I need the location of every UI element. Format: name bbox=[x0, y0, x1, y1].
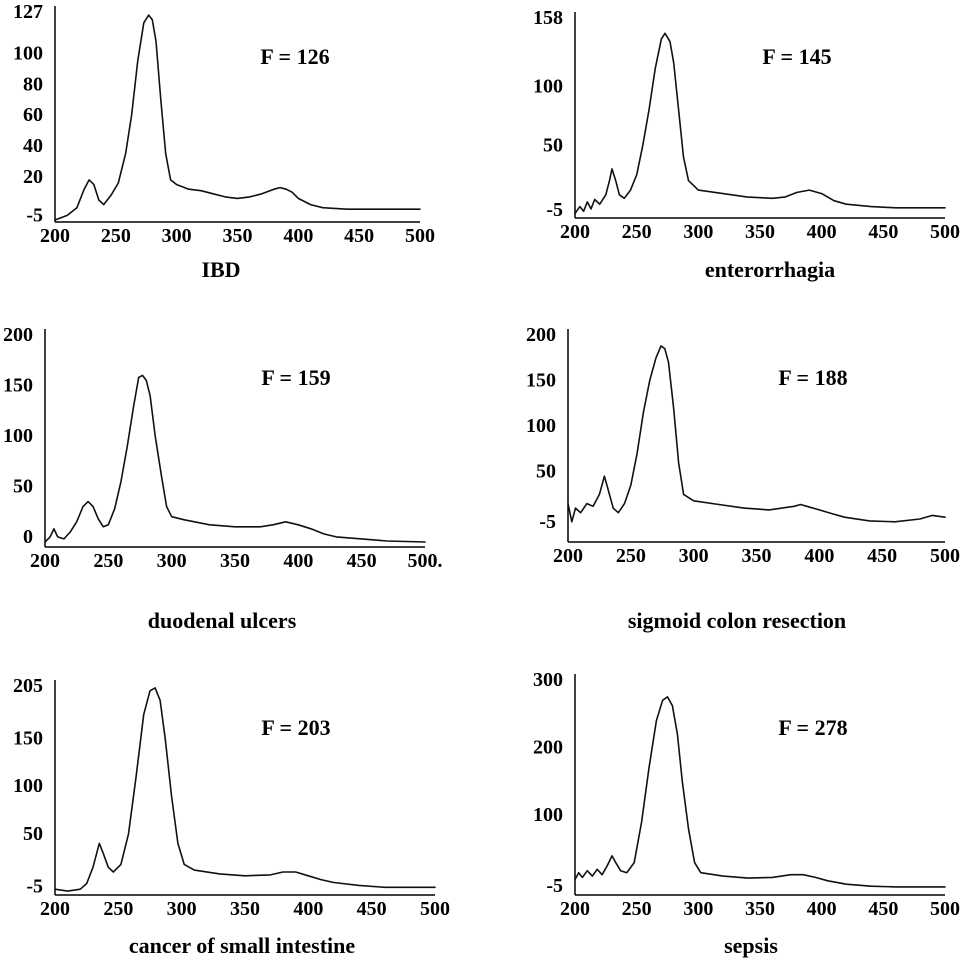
f-value-label: F = 188 bbox=[778, 365, 847, 390]
x-tick-label: 500 bbox=[930, 898, 960, 920]
x-tick-label: 250 bbox=[622, 221, 652, 243]
y-tick-label: 205 bbox=[13, 675, 43, 697]
x-tick-label: 250 bbox=[622, 898, 652, 920]
x-tick-label: 300 bbox=[167, 898, 197, 920]
spectrum-line bbox=[574, 32, 946, 215]
panel-caption: IBD bbox=[201, 257, 240, 282]
x-tick-label: 500 bbox=[420, 898, 450, 920]
x-tick-label: 450 bbox=[357, 898, 387, 920]
y-tick-label: 150 bbox=[3, 374, 33, 396]
panel-caption: cancer of small intestine bbox=[129, 933, 356, 958]
x-tick-label: 300 bbox=[162, 225, 192, 247]
x-tick-label: 200 bbox=[30, 550, 60, 572]
x-tick-label: 500. bbox=[408, 550, 443, 572]
x-tick-label: 450 bbox=[347, 550, 377, 572]
y-tick-label: 100 bbox=[13, 43, 43, 65]
f-value-label: F = 159 bbox=[261, 365, 330, 390]
y-tick-label: -5 bbox=[546, 875, 563, 897]
x-tick-label: 450 bbox=[868, 221, 898, 243]
x-tick-label: 500 bbox=[930, 221, 960, 243]
chart-panel: 200 250 300 350 400 450 500 -5 100 200 300 F = 278 s… bbox=[533, 669, 960, 958]
panel-caption: sigmoid colon resection bbox=[628, 608, 846, 633]
panel-caption: sepsis bbox=[724, 933, 778, 958]
y-tick-label: 100 bbox=[533, 804, 563, 826]
x-tick-label: 400 bbox=[293, 898, 323, 920]
y-tick-label: 158 bbox=[533, 7, 563, 29]
y-tick-label: 100 bbox=[533, 75, 563, 97]
y-tick-label: 150 bbox=[526, 370, 556, 392]
x-tick-label: 250 bbox=[616, 545, 646, 567]
spectrum-line bbox=[574, 696, 946, 888]
spectrum-line bbox=[567, 345, 946, 523]
y-tick-label: 40 bbox=[23, 135, 43, 157]
x-tick-label: 200 bbox=[40, 898, 70, 920]
x-tick-label: 200 bbox=[553, 545, 583, 567]
spectrum-line bbox=[54, 687, 436, 892]
y-tick-label: -5 bbox=[546, 199, 563, 221]
x-tick-label: 400 bbox=[804, 545, 834, 567]
x-tick-label: 200 bbox=[40, 225, 70, 247]
x-tick-label: 350 bbox=[745, 221, 775, 243]
chart-panel: 200 250 300 350 400 450 500 -5 50 100 158 F = 145 en… bbox=[533, 7, 960, 282]
y-tick-label: -5 bbox=[539, 511, 556, 533]
chart-panel: 200 250 300 350 400 450 500 -5 50 100 150 200 F = 18… bbox=[526, 324, 960, 633]
x-tick-label: 500 bbox=[405, 225, 435, 247]
y-tick-label: 80 bbox=[23, 73, 43, 95]
x-tick-label: 400 bbox=[807, 898, 837, 920]
x-tick-label: 350 bbox=[742, 545, 772, 567]
x-tick-label: 300 bbox=[683, 221, 713, 243]
x-tick-label: 350 bbox=[223, 225, 253, 247]
chart-panel: 200 250 300 350 400 450 500 -5 50 100 150 205 F = 20… bbox=[13, 675, 450, 958]
f-value-label: F = 278 bbox=[778, 715, 847, 740]
y-tick-label: -5 bbox=[26, 875, 43, 897]
y-tick-label: -5 bbox=[26, 204, 43, 226]
x-tick-label: 400 bbox=[283, 225, 313, 247]
x-tick-label: 250 bbox=[103, 898, 133, 920]
chart-panel: 200 250 300 350 400 450 500 -5 20 40 60 80 100 127 F =… bbox=[13, 1, 435, 282]
y-tick-label: 100 bbox=[13, 775, 43, 797]
y-tick-label: 60 bbox=[23, 104, 43, 126]
y-tick-label: 50 bbox=[13, 475, 33, 497]
y-tick-label: 50 bbox=[543, 134, 563, 156]
x-tick-label: 300 bbox=[679, 545, 709, 567]
x-tick-label: 500 bbox=[930, 545, 960, 567]
f-value-label: F = 203 bbox=[261, 715, 330, 740]
x-tick-label: 350 bbox=[745, 898, 775, 920]
x-tick-label: 300 bbox=[683, 898, 713, 920]
y-tick-label: 20 bbox=[23, 166, 43, 188]
y-tick-label: 127 bbox=[13, 1, 43, 23]
y-tick-label: 200 bbox=[526, 324, 556, 346]
x-tick-label: 400 bbox=[283, 550, 313, 572]
y-tick-label: 200 bbox=[533, 737, 563, 759]
y-tick-label: 0 bbox=[23, 526, 33, 548]
panel-caption: duodenal ulcers bbox=[148, 608, 297, 633]
spectrum-line bbox=[44, 374, 426, 543]
f-value-label: F = 126 bbox=[260, 44, 329, 69]
x-tick-label: 350 bbox=[230, 898, 260, 920]
x-tick-label: 450 bbox=[867, 545, 897, 567]
x-tick-label: 200 bbox=[560, 898, 590, 920]
y-tick-label: 200 bbox=[3, 324, 33, 346]
x-tick-label: 200 bbox=[560, 221, 590, 243]
spectrum-line bbox=[54, 14, 421, 221]
f-value-label: F = 145 bbox=[762, 44, 831, 69]
panel-caption: enterorrhagia bbox=[705, 257, 835, 282]
y-tick-label: 100 bbox=[3, 425, 33, 447]
x-tick-label: 450 bbox=[344, 225, 374, 247]
x-tick-label: 400 bbox=[807, 221, 837, 243]
y-tick-label: 150 bbox=[13, 727, 43, 749]
y-tick-label: 100 bbox=[526, 415, 556, 437]
y-tick-label: 50 bbox=[23, 823, 43, 845]
x-tick-label: 350 bbox=[220, 550, 250, 572]
x-tick-label: 300 bbox=[157, 550, 187, 572]
y-tick-label: 50 bbox=[536, 461, 556, 483]
chart-panel: 200 250 300 350 400 450 500. 0 50 100 150 200 F = 15… bbox=[3, 324, 443, 633]
x-tick-label: 250 bbox=[93, 550, 123, 572]
x-tick-label: 450 bbox=[868, 898, 898, 920]
y-tick-label: 300 bbox=[533, 669, 563, 691]
x-tick-label: 250 bbox=[101, 225, 131, 247]
